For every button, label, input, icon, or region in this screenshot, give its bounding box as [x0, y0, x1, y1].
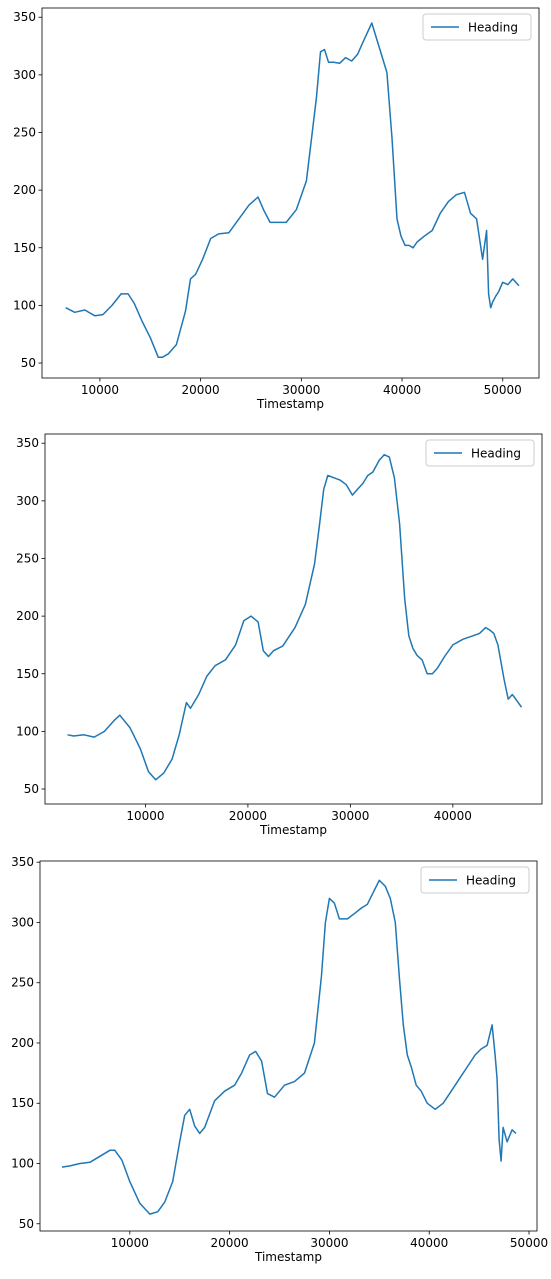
y-tick-label: 350: [13, 10, 36, 24]
legend: Heading: [426, 440, 534, 466]
y-tick-label: 200: [13, 183, 36, 197]
x-tick-label: 30000: [310, 1236, 348, 1250]
x-tick-label: 40000: [434, 809, 472, 823]
legend-label: Heading: [466, 874, 516, 888]
legend: Heading: [423, 14, 531, 40]
chart-2: 10000 20000 30000 40000 50 100 150 200 250 300 350…: [16, 434, 542, 837]
x-tick-label: 10000: [81, 383, 119, 397]
x-axis-label: Timestamp: [256, 397, 324, 411]
x-tick-label: 50000: [510, 1236, 548, 1250]
y-tick-label: 100: [13, 298, 36, 312]
y-tick-label: 250: [11, 976, 34, 990]
legend-label: Heading: [471, 447, 521, 461]
x-tick-label: 50000: [484, 383, 522, 397]
x-tick-label: 10000: [126, 809, 164, 823]
y-tick-label: 250: [13, 125, 36, 139]
x-tick-label: 30000: [331, 809, 369, 823]
y-tick-label: 150: [11, 1096, 34, 1110]
y-tick-label: 150: [13, 241, 36, 255]
x-tick-label: 20000: [229, 809, 267, 823]
y-tick-label: 350: [16, 436, 39, 450]
x-axis-label: Timestamp: [254, 1250, 322, 1264]
x-tick-label: 40000: [410, 1236, 448, 1250]
axes-frame: [45, 434, 542, 804]
y-tick-label: 300: [13, 68, 36, 82]
y-tick-label: 350: [11, 855, 34, 869]
x-tick-label: 30000: [282, 383, 320, 397]
y-tick-label: 200: [11, 1036, 34, 1050]
y-tick-label: 300: [16, 494, 39, 508]
x-tick-label: 20000: [182, 383, 220, 397]
y-tick-label: 300: [11, 915, 34, 929]
series-line-heading: [68, 455, 522, 780]
y-tick-label: 150: [16, 667, 39, 681]
x-axis-label: Timestamp: [259, 823, 327, 837]
y-tick-label: 250: [16, 551, 39, 565]
y-tick-label: 100: [11, 1157, 34, 1171]
y-tick-label: 200: [16, 609, 39, 623]
y-tick-label: 50: [24, 782, 39, 796]
axes-frame: [40, 861, 537, 1231]
x-tick-label: 10000: [111, 1236, 149, 1250]
x-tick-label: 20000: [211, 1236, 249, 1250]
chart-1: 10000 20000 30000 40000 50000 50 100 150 200 250 3…: [13, 8, 539, 411]
y-tick-label: 50: [21, 356, 36, 370]
y-tick-label: 100: [16, 724, 39, 738]
series-line-heading: [66, 23, 519, 357]
y-tick-label: 50: [19, 1217, 34, 1231]
legend-label: Heading: [468, 21, 518, 35]
legend: Heading: [421, 867, 529, 893]
x-tick-label: 40000: [383, 383, 421, 397]
chart-3: 10000 20000 30000 40000 50000 50 100 150 200 250 3…: [11, 855, 548, 1264]
series-line-heading: [62, 880, 516, 1214]
